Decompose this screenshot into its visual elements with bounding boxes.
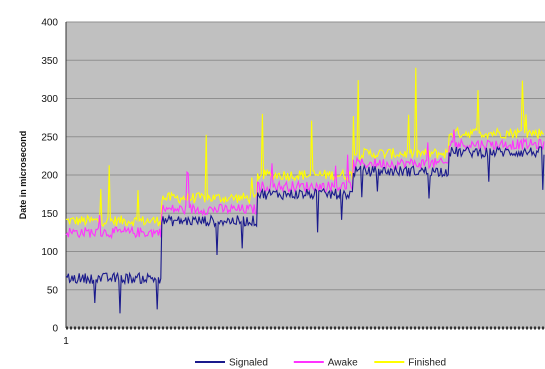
y-tick-label: 50 [47, 285, 59, 296]
y-tick-label: 350 [41, 56, 58, 67]
y-tick-label: 100 [41, 247, 58, 258]
legend-label: Signaled [229, 358, 268, 369]
y-tick-label: 400 [41, 18, 58, 29]
series-line-signaled [65, 145, 545, 314]
y-tick-label: 150 [41, 209, 58, 220]
y-axis-label: Date in microsecond [18, 131, 28, 220]
series-line-awake [65, 129, 545, 240]
legend-label: Awake [328, 358, 358, 369]
y-tick-label: 250 [41, 132, 58, 143]
y-tick-label: 300 [41, 94, 58, 105]
legend-label: Finished [408, 358, 446, 369]
y-tick-label: 200 [41, 171, 58, 182]
y-tick-label: 0 [52, 324, 58, 335]
series-line-finished [65, 67, 544, 228]
x-tick-label: 1 [63, 336, 69, 347]
